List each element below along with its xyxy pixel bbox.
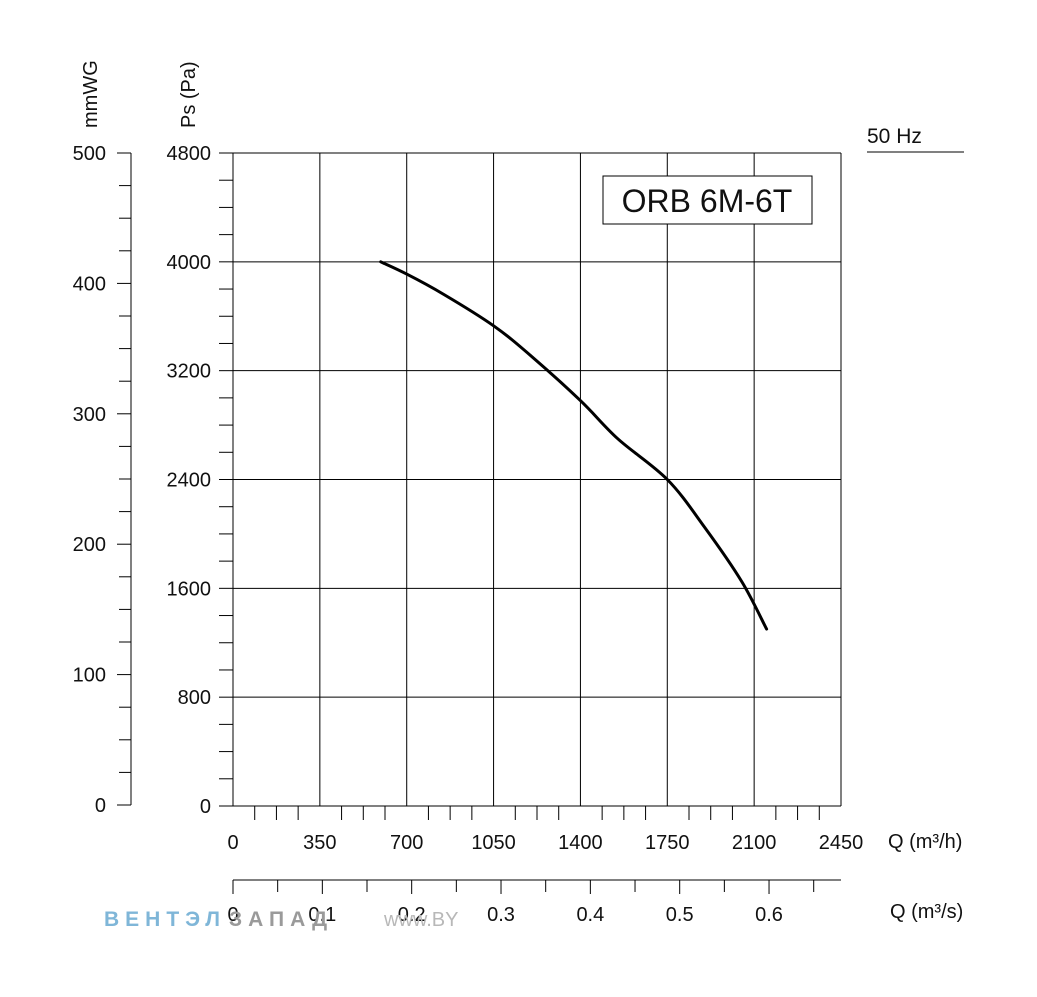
model-label-box — [602, 175, 813, 225]
x-secondary-tick-label: 0.2 — [398, 904, 426, 926]
x-tick-label: 1050 — [471, 832, 516, 854]
x-secondary-axis-title: Q (m³/s) — [890, 901, 963, 923]
tick-labels: 0 350 700 1050 1400 1750 2100 2450 0 800 1600 2400 3… — [73, 143, 864, 926]
y-secondary-tick-label: 300 — [73, 404, 106, 426]
x-tick-label: 1400 — [558, 832, 603, 854]
x-secondary-tick-label: 0.6 — [755, 904, 783, 926]
x-tick-label: 1750 — [645, 832, 690, 854]
performance-curve — [379, 260, 769, 631]
y-tick-label: 2400 — [167, 470, 212, 492]
x-tick-label: 350 — [303, 832, 336, 854]
x-tick-label: 700 — [390, 832, 423, 854]
x-secondary-tick-label: 0.4 — [576, 904, 604, 926]
y-secondary-tick-label: 0 — [95, 795, 106, 817]
y-secondary-tick-label: 200 — [73, 534, 106, 556]
ticks — [117, 152, 841, 894]
y-secondary-tick-label: 400 — [73, 273, 106, 295]
x-tick-label: 2100 — [732, 832, 777, 854]
y-tick-label: 4000 — [167, 252, 212, 274]
x-secondary-tick-label: 0.5 — [666, 904, 694, 926]
watermark-brand-part1: ВЕНТЭЛ — [104, 908, 226, 931]
grid — [232, 152, 842, 807]
y-secondary-axis-title: mmWG — [80, 60, 102, 128]
x-secondary-tick-label: 0.3 — [487, 904, 515, 926]
x-secondary-tick-label: 0 — [227, 904, 238, 926]
model-label: ORB 6M-6T — [622, 183, 793, 219]
watermark-url: www.BY — [383, 909, 458, 931]
x-tick-label: 2450 — [819, 832, 864, 854]
x-axis-title: Q (m³/h) — [888, 831, 962, 853]
y-tick-label: 3200 — [167, 361, 212, 383]
y-tick-label: 1600 — [167, 578, 212, 600]
y-secondary-tick-label: 500 — [73, 143, 106, 165]
x-tick-label: 0 — [227, 832, 238, 854]
y-axis-title: Ps (Pa) — [178, 61, 200, 128]
frequency-label: 50 Hz — [867, 125, 922, 148]
x-secondary-tick-label: 0.1 — [308, 904, 336, 926]
watermark-brand-part2: ЗАПАД — [229, 908, 333, 931]
y-tick-label: 4800 — [167, 143, 212, 165]
y-tick-label: 800 — [178, 687, 211, 709]
y-secondary-tick-label: 100 — [73, 665, 106, 687]
y-tick-label: 0 — [200, 796, 211, 818]
